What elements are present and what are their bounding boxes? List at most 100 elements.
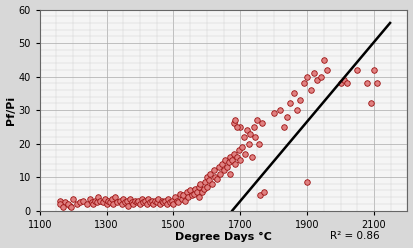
X-axis label: Degree Days °C: Degree Days °C (175, 232, 272, 243)
Point (204, 175, 210, 179)
Point (167, 200, 173, 204)
Point (159, 199, 165, 203)
Point (195, 195, 202, 199)
Point (92, 199, 98, 203)
Point (277, 108, 284, 112)
Point (237, 125, 244, 129)
Point (65, 202, 71, 206)
Point (195, 185, 202, 189)
Point (100, 200, 107, 204)
Point (132, 199, 138, 203)
Point (259, 122, 265, 125)
Point (257, 193, 263, 197)
Point (105, 199, 112, 203)
Point (199, 190, 205, 194)
Point (164, 202, 170, 206)
Point (230, 122, 237, 125)
Point (57, 199, 63, 203)
Point (169, 199, 175, 203)
Point (160, 200, 167, 204)
Point (108, 197, 115, 201)
Point (204, 185, 210, 189)
Point (341, 78, 347, 82)
Point (374, 81, 381, 85)
Point (125, 204, 132, 208)
Point (235, 148, 242, 152)
Point (183, 190, 190, 194)
Point (173, 199, 180, 203)
Point (68, 205, 75, 209)
Point (177, 192, 183, 196)
Point (200, 187, 207, 191)
Point (88, 200, 95, 204)
Point (301, 81, 307, 85)
Point (222, 158, 228, 162)
Point (337, 81, 344, 85)
Point (245, 142, 252, 146)
Point (185, 195, 192, 199)
Point (119, 202, 125, 206)
Point (364, 81, 370, 85)
Point (130, 202, 137, 206)
Point (70, 197, 76, 201)
Point (304, 75, 311, 79)
Point (215, 165, 222, 169)
Point (304, 180, 311, 184)
Point (217, 172, 223, 176)
Point (225, 160, 232, 164)
Point (314, 78, 320, 82)
Point (123, 199, 130, 203)
Point (188, 193, 195, 197)
Point (227, 172, 234, 176)
Point (212, 175, 218, 179)
Point (271, 111, 277, 115)
Point (252, 135, 259, 139)
Point (73, 202, 80, 206)
Point (140, 200, 147, 204)
Point (83, 202, 90, 206)
Point (255, 142, 262, 146)
Point (57, 202, 63, 206)
Point (249, 155, 255, 159)
Point (80, 199, 86, 203)
Point (62, 200, 68, 204)
Point (250, 125, 257, 129)
Point (137, 202, 143, 206)
Point (138, 197, 145, 201)
Point (162, 199, 169, 203)
Point (182, 199, 188, 203)
Point (290, 91, 297, 95)
Point (320, 58, 327, 62)
Point (102, 197, 108, 201)
Point (93, 200, 100, 204)
Point (317, 75, 324, 79)
Point (148, 199, 155, 203)
Point (284, 115, 290, 119)
Point (220, 168, 227, 172)
Point (192, 187, 199, 191)
Point (242, 152, 249, 155)
Point (261, 190, 267, 194)
Point (122, 200, 128, 204)
Point (209, 182, 215, 186)
Point (214, 177, 220, 181)
Point (133, 200, 140, 204)
Point (143, 202, 150, 206)
Point (237, 158, 244, 162)
Text: R² = 0.86: R² = 0.86 (330, 231, 380, 241)
Point (60, 205, 66, 209)
Point (95, 195, 102, 199)
Point (287, 101, 294, 105)
Point (223, 165, 230, 169)
Point (311, 71, 317, 75)
Point (297, 98, 304, 102)
Point (324, 68, 330, 72)
Point (145, 197, 152, 201)
Point (218, 162, 225, 166)
Point (172, 195, 178, 199)
Point (66, 204, 73, 208)
Point (152, 199, 158, 203)
Point (229, 158, 235, 162)
Point (90, 202, 97, 206)
Point (234, 125, 240, 129)
